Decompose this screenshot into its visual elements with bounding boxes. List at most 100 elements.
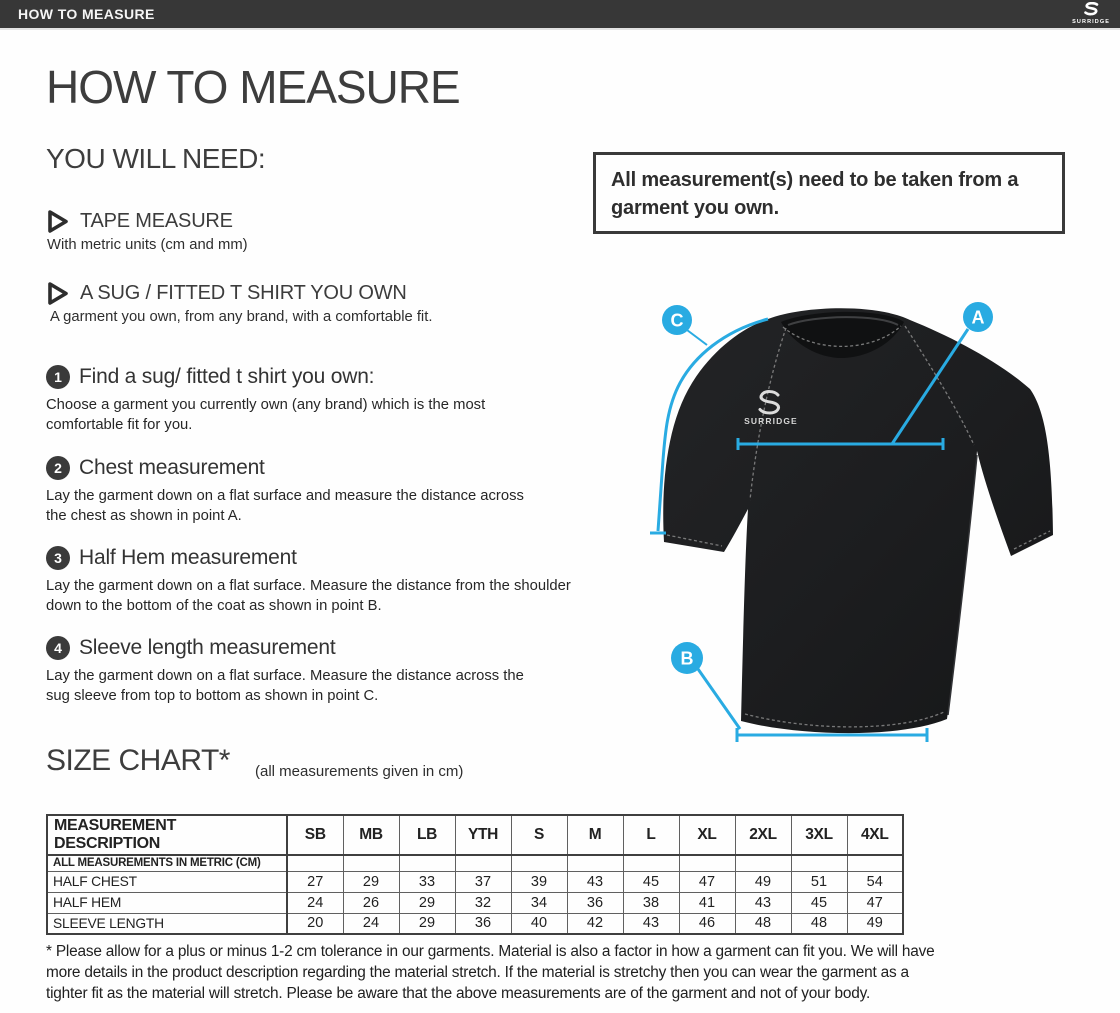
- shirt-chest-logo: SURRIDGE: [744, 390, 798, 426]
- table-cell: 51: [790, 870, 848, 893]
- shirt-brand-text: SURRIDGE: [744, 416, 798, 426]
- step-2: 2 Chest measurement Lay the garment down…: [46, 456, 611, 526]
- table-header-cell: 2XL: [734, 814, 792, 856]
- table-header-cell: 4XL: [846, 814, 904, 856]
- table-cell: 36: [454, 912, 512, 935]
- marker-b: B: [671, 642, 703, 674]
- surridge-s-icon: [1084, 2, 1099, 16]
- surridge-logo: SURRIDGE: [1072, 2, 1110, 26]
- table-cell: [790, 854, 848, 872]
- table-header-row: MEASUREMENT DESCRIPTION SB MB LB YTH S M…: [46, 814, 904, 856]
- table-cell: 27: [286, 870, 344, 893]
- table-cell: 40: [510, 912, 568, 935]
- table-cell: 36: [566, 891, 624, 914]
- table-cell: 48: [734, 912, 792, 935]
- step-description: Lay the garment down on a flat surface. …: [46, 578, 571, 614]
- surridge-wordmark: SURRIDGE: [1072, 19, 1110, 26]
- shirt-side-seam: [947, 454, 978, 716]
- table-cell: 49: [734, 870, 792, 893]
- play-triangle-icon: [48, 210, 68, 233]
- measurement-notice-box: All measurement(s) need to be taken from…: [593, 152, 1065, 234]
- step-number-badge: 4: [46, 636, 70, 660]
- table-header-cell: SB: [286, 814, 344, 856]
- step-title: Half Hem measurement: [79, 546, 297, 569]
- table-cell: 42: [566, 912, 624, 935]
- table-cell: [398, 854, 456, 872]
- need-item-fitted-shirt: A SUG / FITTED T SHIRT YOU OWN A garment…: [46, 281, 606, 325]
- marker-c-connector: [686, 329, 708, 346]
- table-row: HALF HEM 24 26 29 32 34 36 38 41 43 45 4…: [46, 891, 904, 914]
- need-item-label: A SUG / FITTED T SHIRT YOU OWN: [80, 282, 407, 304]
- step-title: Chest measurement: [79, 456, 265, 479]
- table-header-cell: S: [510, 814, 568, 856]
- need-item-description: A garment you own, from any brand, with …: [50, 309, 433, 325]
- table-cell: 29: [342, 870, 400, 893]
- table-cell: [454, 854, 512, 872]
- step-number-badge: 3: [46, 546, 70, 570]
- table-cell: 43: [734, 891, 792, 914]
- table-header-cell: 3XL: [790, 814, 848, 856]
- table-cell: 39: [510, 870, 568, 893]
- table-cell: 47: [678, 870, 736, 893]
- you-will-need-heading: YOU WILL NEED:: [46, 143, 266, 174]
- table-cell: 20: [286, 912, 344, 935]
- table-cell: 37: [454, 870, 512, 893]
- step-description: Choose a garment you currently own (any …: [46, 397, 486, 433]
- step-1: 1 Find a sug/ fitted t shirt you own: Ch…: [46, 365, 611, 435]
- table-cell: 38: [622, 891, 680, 914]
- step-title: Sleeve length measurement: [79, 636, 336, 659]
- table-cell: 45: [790, 891, 848, 914]
- table-cell: 43: [622, 912, 680, 935]
- marker-a-connector: [890, 328, 970, 445]
- table-cell: [846, 854, 904, 872]
- size-chart-heading: SIZE CHART*: [46, 744, 230, 777]
- table-note-row: ALL MEASUREMENTS IN METRIC (CM): [46, 854, 904, 872]
- table-row-label: HALF HEM: [46, 891, 288, 914]
- table-cell: 29: [398, 891, 456, 914]
- table-cell: 46: [678, 912, 736, 935]
- sleeve-measure-line: [656, 317, 769, 532]
- table-header-cell: L: [622, 814, 680, 856]
- table-row-label: HALF CHEST: [46, 870, 288, 893]
- shirt-measurement-diagram: SURRIDGE C: [600, 295, 1115, 815]
- shirt-stitching: [666, 325, 1051, 728]
- table-cell: 32: [454, 891, 512, 914]
- marker-a: A: [963, 302, 993, 332]
- table-cell: 29: [398, 912, 456, 935]
- table-cell: [566, 854, 624, 872]
- table-row: SLEEVE LENGTH 20 24 29 36 40 42 43 46 48…: [46, 912, 904, 935]
- table-cell: [286, 854, 344, 872]
- table-header-cell: XL: [678, 814, 736, 856]
- need-item-label: TAPE MEASURE: [80, 210, 233, 232]
- table-header-cell: YTH: [454, 814, 512, 856]
- step-3: 3 Half Hem measurement Lay the garment d…: [46, 546, 611, 616]
- table-cell: [510, 854, 568, 872]
- top-bar-title: HOW TO MEASURE: [18, 6, 155, 22]
- table-row: HALF CHEST 27 29 33 37 39 43 45 47 49 51…: [46, 870, 904, 893]
- need-item-description: With metric units (cm and mm): [47, 237, 248, 253]
- step-description: Lay the garment down on a flat surface a…: [46, 488, 524, 524]
- top-bar: HOW TO MEASURE SURRIDGE: [0, 0, 1120, 30]
- marker-b-connector: [696, 668, 742, 730]
- step-4: 4 Sleeve length measurement Lay the garm…: [46, 636, 611, 706]
- table-cell: 49: [846, 912, 904, 935]
- size-chart-table: MEASUREMENT DESCRIPTION SB MB LB YTH S M…: [46, 814, 904, 935]
- table-cell: 54: [846, 870, 904, 893]
- table-cell: [734, 854, 792, 872]
- table-cell: [342, 854, 400, 872]
- table-header-cell: MEASUREMENT DESCRIPTION: [46, 814, 288, 856]
- svg-text:C: C: [671, 311, 684, 331]
- play-triangle-icon: [48, 282, 68, 305]
- measurement-lines: [650, 317, 970, 742]
- table-header-cell: LB: [398, 814, 456, 856]
- step-number-badge: 2: [46, 456, 70, 480]
- page-title: HOW TO MEASURE: [46, 61, 461, 113]
- table-cell: 34: [510, 891, 568, 914]
- table-cell: 47: [846, 891, 904, 914]
- step-title: Find a sug/ fitted t shirt you own:: [79, 365, 375, 388]
- svg-text:B: B: [681, 649, 694, 669]
- table-cell: 24: [286, 891, 344, 914]
- table-cell: 26: [342, 891, 400, 914]
- need-item-tape-measure: TAPE MEASURE With metric units (cm and m…: [46, 209, 606, 253]
- step-description: Lay the garment down on a flat surface. …: [46, 668, 524, 704]
